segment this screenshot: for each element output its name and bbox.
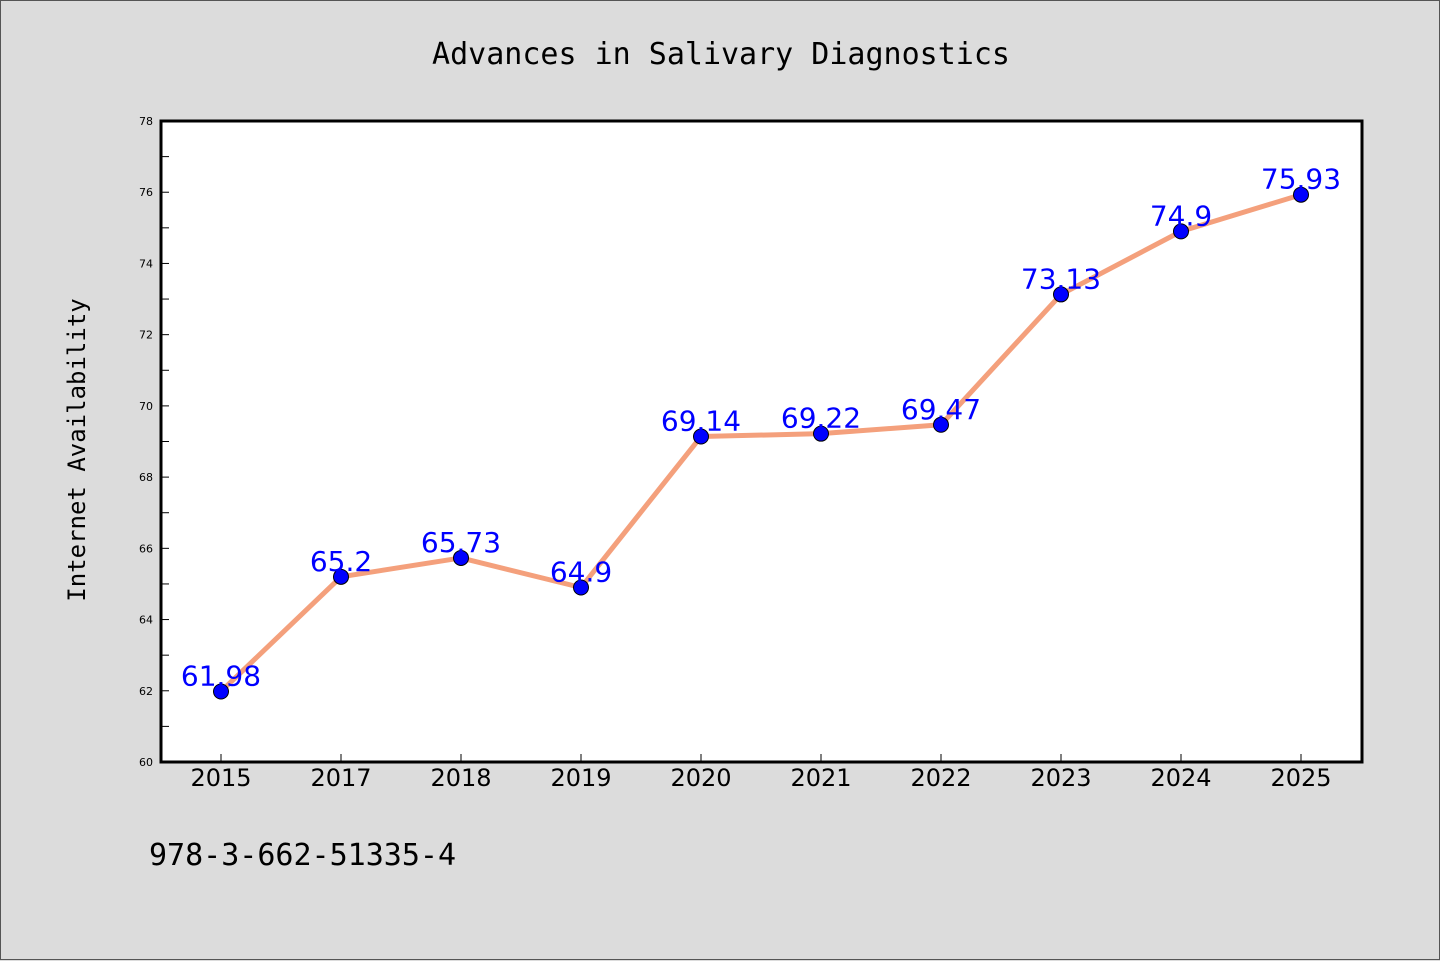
y-tick-label: 78 [139,115,153,128]
data-label: 69.14 [661,405,741,438]
y-tick-label: 64 [139,614,153,627]
data-point [213,683,229,700]
data-point [573,579,589,596]
data-label: 75.93 [1261,163,1341,196]
y-tick-label: 60 [139,756,153,769]
series-lines [218,192,1304,694]
data-label: 69.22 [781,402,861,435]
x-axis: 2015 2017 2018 2019 2020 2021 2022 2023 2024 2025 [190,754,1332,792]
series-line [218,192,1304,694]
y-tick-label: 62 [139,685,153,698]
series-markers [213,186,1309,700]
y-tick-label: 72 [139,329,153,342]
x-tick-label: 2019 [550,764,611,792]
x-tick-label: 2017 [310,764,371,792]
plot-frame [159,119,1364,764]
data-point [693,428,709,445]
y-tick-label: 70 [139,400,153,413]
data-label: 64.9 [550,556,612,589]
data-label: 73.13 [1021,262,1101,295]
data-point [453,549,469,566]
data-label: 65.2 [310,545,372,578]
data-point [333,568,349,585]
y-axis-label: Internet Availability [63,298,91,601]
data-point [813,425,829,442]
y-tick-label: 74 [139,257,153,270]
y-tick-label: 66 [139,542,153,555]
x-tick-label: 2020 [670,764,731,792]
x-tick-label: 2015 [190,764,251,792]
x-tick-label: 2021 [790,764,851,792]
data-point [1293,186,1309,203]
x-tick-label: 2024 [1150,764,1211,792]
x-tick-label: 2023 [1030,764,1091,792]
data-label: 69.47 [901,393,981,426]
data-point [933,416,949,433]
y-axis: 60 62 64 66 68 70 72 74 76 78 [139,115,169,769]
y-tick-label: 76 [139,186,153,199]
isbn-footer: 978-3-662-51335-4 [149,838,456,873]
data-label: 65.73 [421,526,501,559]
plot-area [161,121,1362,762]
data-point [1173,223,1189,240]
chart-title: Advances in Salivary Diagnostics [432,37,1010,72]
data-labels: 61.98 65.2 65.73 64.9 69.14 69.22 69.47 73.13 74… [181,163,1341,693]
data-point [1053,286,1069,303]
data-label: 74.9 [1150,199,1212,232]
x-tick-label: 2018 [430,764,491,792]
y-tick-label: 68 [139,471,153,484]
data-label: 61.98 [181,659,261,692]
x-tick-label: 2025 [1270,764,1331,792]
x-tick-label: 2022 [910,764,971,792]
